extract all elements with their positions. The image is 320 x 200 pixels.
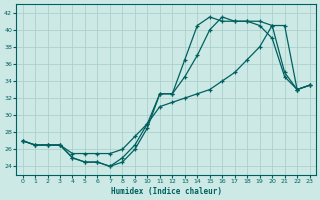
- X-axis label: Humidex (Indice chaleur): Humidex (Indice chaleur): [111, 187, 221, 196]
